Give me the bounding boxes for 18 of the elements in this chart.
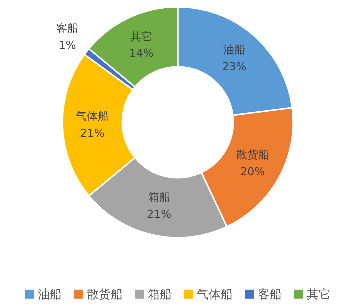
data-label: 1% (58, 38, 76, 52)
data-label: 20% (240, 166, 266, 179)
slice-label: 箱船 (148, 190, 170, 204)
data-label: 23% (222, 60, 247, 74)
data-label: 21% (147, 208, 172, 221)
slice-label: 客船 (56, 22, 79, 35)
slice-label: 油船 (223, 43, 246, 56)
legend-label: 其它 (307, 287, 331, 302)
legend-label: 散货船 (87, 287, 123, 302)
data-label: 21% (80, 127, 105, 140)
slice-label: 其它 (130, 30, 153, 44)
legend-label: 油船 (38, 287, 62, 302)
legend-label: 箱船 (148, 287, 172, 302)
legend-label: 客船 (258, 287, 282, 302)
slice-label: 散货船 (236, 148, 270, 162)
slice-label: 气体船 (76, 110, 110, 124)
data-label: 14% (129, 47, 154, 60)
legend-label: 气体船 (197, 287, 233, 302)
